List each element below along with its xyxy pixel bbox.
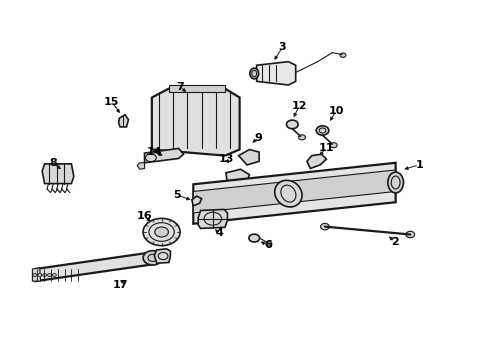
Text: 13: 13 bbox=[218, 154, 233, 164]
Circle shape bbox=[38, 274, 41, 276]
Circle shape bbox=[330, 143, 336, 148]
Circle shape bbox=[265, 242, 271, 246]
Text: 3: 3 bbox=[278, 42, 286, 52]
Circle shape bbox=[286, 120, 298, 129]
Polygon shape bbox=[152, 89, 239, 156]
Text: 10: 10 bbox=[328, 106, 343, 116]
Polygon shape bbox=[144, 148, 183, 163]
Ellipse shape bbox=[249, 68, 258, 79]
Text: 14: 14 bbox=[146, 147, 162, 157]
Text: 5: 5 bbox=[173, 190, 181, 200]
Text: 4: 4 bbox=[215, 228, 223, 238]
Polygon shape bbox=[191, 196, 201, 206]
Polygon shape bbox=[168, 85, 224, 92]
Circle shape bbox=[47, 274, 51, 276]
Circle shape bbox=[143, 219, 180, 246]
Polygon shape bbox=[198, 210, 227, 228]
Polygon shape bbox=[32, 268, 41, 281]
Polygon shape bbox=[306, 154, 326, 168]
Text: 7: 7 bbox=[176, 82, 183, 92]
Text: 8: 8 bbox=[49, 158, 57, 168]
Circle shape bbox=[339, 53, 345, 57]
Circle shape bbox=[298, 135, 305, 140]
Polygon shape bbox=[36, 252, 156, 281]
Text: 6: 6 bbox=[264, 240, 271, 250]
Polygon shape bbox=[225, 169, 249, 184]
Polygon shape bbox=[238, 149, 259, 165]
Circle shape bbox=[405, 231, 414, 238]
Polygon shape bbox=[42, 164, 74, 184]
Text: 15: 15 bbox=[104, 97, 119, 107]
Text: 12: 12 bbox=[291, 102, 306, 112]
Polygon shape bbox=[193, 163, 395, 224]
Circle shape bbox=[155, 227, 168, 237]
Circle shape bbox=[42, 274, 46, 276]
Polygon shape bbox=[256, 62, 295, 85]
Circle shape bbox=[143, 251, 162, 265]
Polygon shape bbox=[193, 170, 395, 213]
Polygon shape bbox=[119, 115, 128, 127]
Circle shape bbox=[248, 234, 259, 242]
Ellipse shape bbox=[387, 172, 403, 193]
Circle shape bbox=[316, 126, 328, 135]
Ellipse shape bbox=[274, 180, 302, 207]
Text: 17: 17 bbox=[112, 280, 128, 290]
Text: 1: 1 bbox=[414, 160, 422, 170]
Circle shape bbox=[33, 274, 37, 276]
Polygon shape bbox=[154, 249, 170, 263]
Text: 11: 11 bbox=[318, 143, 333, 153]
Text: 2: 2 bbox=[390, 237, 398, 247]
Text: 9: 9 bbox=[254, 133, 262, 143]
Text: 16: 16 bbox=[137, 211, 152, 221]
Circle shape bbox=[320, 224, 329, 230]
Polygon shape bbox=[137, 163, 144, 169]
Circle shape bbox=[52, 274, 56, 276]
